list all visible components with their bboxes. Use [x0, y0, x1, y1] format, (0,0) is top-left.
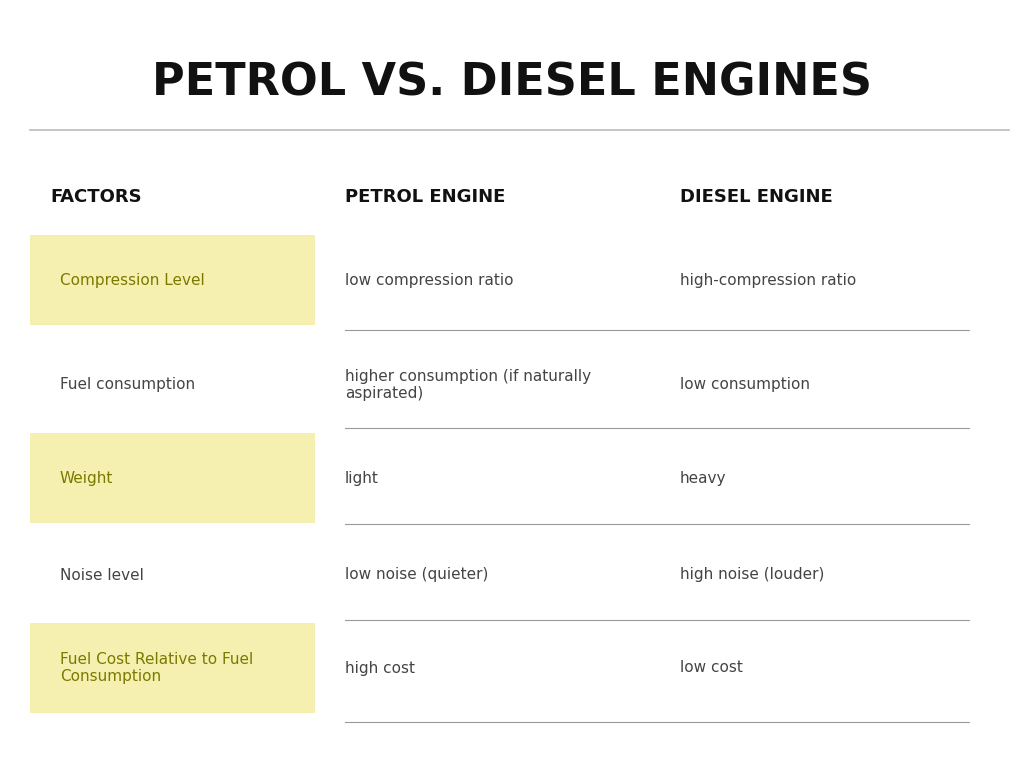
FancyBboxPatch shape: [30, 433, 315, 523]
Text: heavy: heavy: [680, 471, 726, 485]
Text: low cost: low cost: [680, 660, 742, 676]
Text: high-compression ratio: high-compression ratio: [680, 273, 856, 287]
Text: low consumption: low consumption: [680, 378, 810, 392]
Text: Noise level: Noise level: [60, 568, 144, 582]
Text: low noise (quieter): low noise (quieter): [345, 568, 488, 582]
FancyBboxPatch shape: [30, 235, 315, 325]
Text: high noise (louder): high noise (louder): [680, 568, 824, 582]
Text: PETROL VS. DIESEL ENGINES: PETROL VS. DIESEL ENGINES: [152, 62, 872, 105]
Text: high cost: high cost: [345, 660, 415, 676]
Text: Weight: Weight: [60, 471, 114, 485]
FancyBboxPatch shape: [30, 623, 315, 713]
Text: FACTORS: FACTORS: [50, 188, 141, 206]
Text: low compression ratio: low compression ratio: [345, 273, 513, 287]
Text: Fuel consumption: Fuel consumption: [60, 378, 196, 392]
Text: higher consumption (if naturally
aspirated): higher consumption (if naturally aspirat…: [345, 369, 591, 401]
Text: Compression Level: Compression Level: [60, 273, 205, 287]
Text: DIESEL ENGINE: DIESEL ENGINE: [680, 188, 833, 206]
Text: Fuel Cost Relative to Fuel
Consumption: Fuel Cost Relative to Fuel Consumption: [60, 652, 253, 684]
Text: light: light: [345, 471, 379, 485]
Text: PETROL ENGINE: PETROL ENGINE: [345, 188, 506, 206]
